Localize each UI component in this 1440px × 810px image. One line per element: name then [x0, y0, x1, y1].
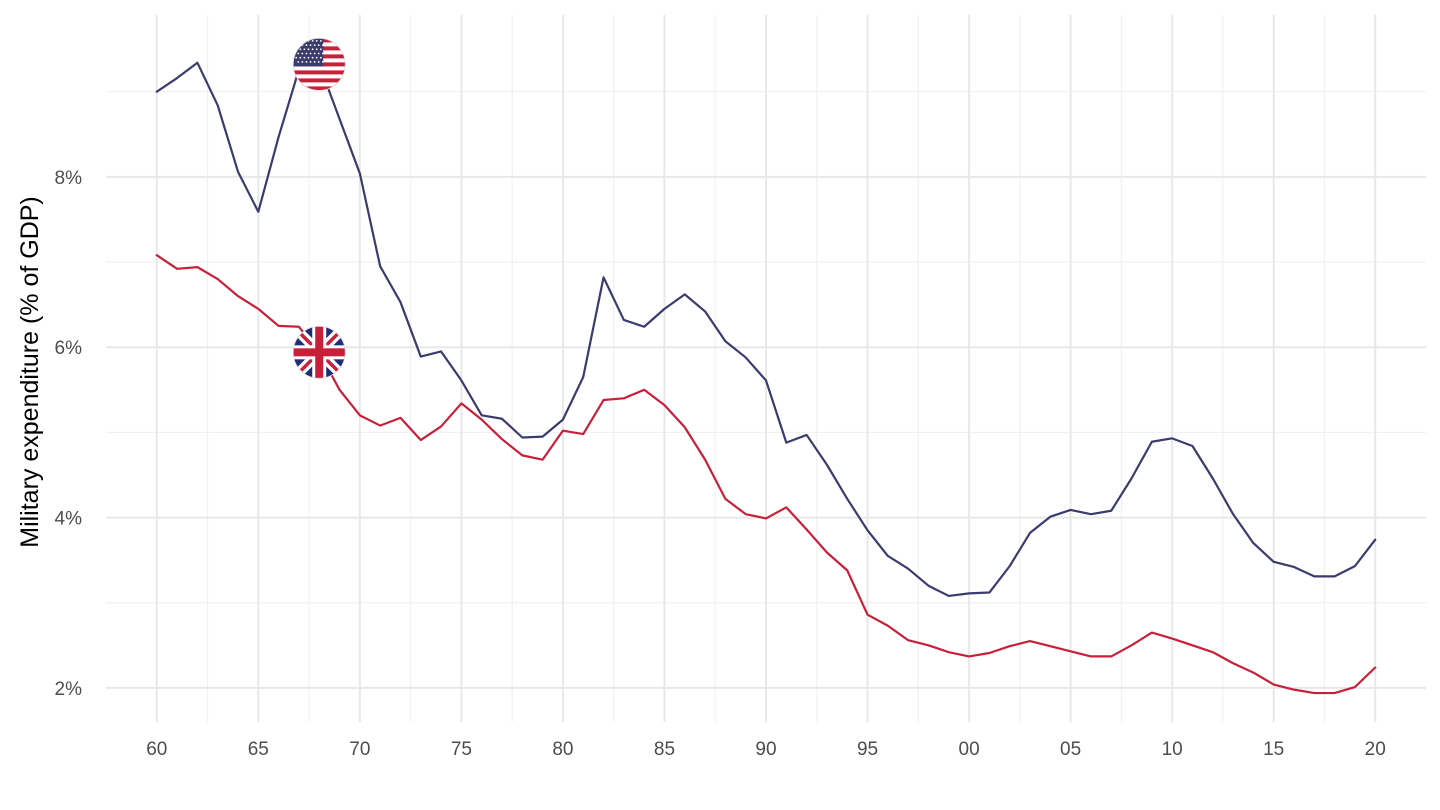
x-tick-label: 00 — [959, 739, 980, 760]
series-line-1 — [155, 254, 1377, 695]
x-tick-label: 85 — [654, 739, 675, 760]
x-tick-label: 95 — [857, 739, 878, 760]
x-tick-label: 80 — [552, 739, 573, 760]
y-tick-label: 4% — [55, 509, 83, 530]
x-tick-label: 15 — [1263, 739, 1284, 760]
x-tick-label: 20 — [1365, 739, 1386, 760]
flag-markers — [292, 38, 346, 379]
y-tick-label: 6% — [55, 338, 83, 359]
x-tick-label: 60 — [146, 739, 167, 760]
x-tick-label: 10 — [1162, 739, 1183, 760]
x-tick-label: 75 — [451, 739, 472, 760]
series-line-0 — [155, 61, 1377, 598]
y-tick-label: 8% — [55, 168, 83, 189]
y-axis-ticks: 2% 4% 6% 8% — [55, 168, 83, 700]
y-tick-label: 2% — [55, 679, 83, 700]
x-tick-label: 65 — [248, 739, 269, 760]
x-tick-label: 05 — [1060, 739, 1081, 760]
series-lines — [155, 61, 1377, 695]
united-kingdom-flag-icon — [292, 325, 346, 379]
y-axis-label: Military expenditure (% of GDP) — [16, 196, 44, 548]
x-tick-label: 70 — [349, 739, 370, 760]
x-axis-ticks: 60 65 70 75 80 85 90 95 00 05 10 15 20 — [146, 739, 1386, 760]
x-tick-label: 90 — [755, 739, 776, 760]
united-states-flag-icon — [292, 38, 346, 91]
